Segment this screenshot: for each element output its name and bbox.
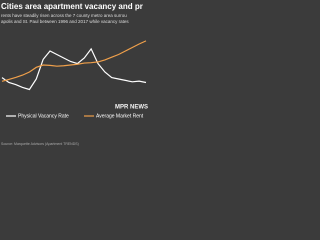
- background: [0, 0, 150, 150]
- chart-title: Cities area apartment vacancy and pr: [1, 2, 143, 11]
- subtitle: apolis and St. Paul between 1996 and 201…: [1, 19, 129, 24]
- chart: Cities area apartment vacancy and pr ren…: [0, 0, 150, 150]
- logo: MPR NEWS: [115, 105, 148, 111]
- legend-label: Average Market Rent: [96, 113, 144, 119]
- subtitle: rents have steadily risen across the 7 c…: [1, 13, 127, 18]
- source: Source: Marquette Advisors (Apartment TR…: [1, 142, 79, 146]
- series-line: [1, 47, 147, 91]
- page: Cities area apartment vacancy and pr ren…: [0, 0, 150, 150]
- series-line: [1, 40, 147, 82]
- legend-label: Physical Vacancy Rate: [18, 113, 69, 119]
